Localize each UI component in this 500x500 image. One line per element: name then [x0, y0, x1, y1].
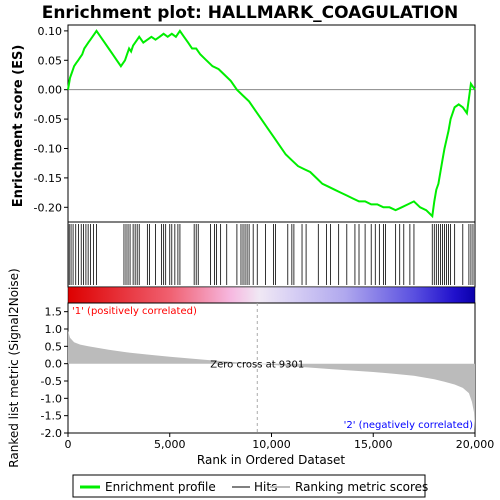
metric-y-axis-label: Ranked list metric (Signal2Noise) — [7, 268, 21, 467]
es-y-tick-label: -0.15 — [34, 172, 62, 185]
hit-marks — [68, 224, 474, 285]
legend-label-enrichment-profile: Enrichment profile — [105, 480, 216, 494]
x-tick-label: 20,000 — [456, 438, 495, 451]
x-tick-label: 15,000 — [354, 438, 393, 451]
chart-title: Enrichment plot: HALLMARK_COAGULATION — [42, 3, 459, 23]
positive-correlation-label: '1' (positively correlated) — [72, 306, 197, 317]
es-y-axis-label: Enrichment score (ES) — [11, 45, 26, 208]
es-y-tick-label: 0.05 — [38, 54, 63, 67]
metric-y-tick-label: 1.0 — [45, 323, 63, 336]
es-y-tick-label: -0.05 — [34, 113, 62, 126]
metric-y-axis: 1.5 1.0 0.5 0.0 -0.5 -1.0 -1.5 -2.0 — [41, 306, 68, 440]
es-panel: 0.10 0.05 0.00 -0.05 -0.10 -0.15 -0.20 — [34, 24, 476, 223]
es-y-tick-label: 0.10 — [38, 25, 63, 38]
x-tick-label: 10,000 — [252, 438, 291, 451]
hits-panel-frame — [67, 221, 476, 288]
es-panel-frame — [67, 24, 476, 223]
rank-color-bar — [67, 286, 476, 304]
metric-y-tick-label: 0.5 — [45, 340, 63, 353]
legend-frame — [72, 474, 426, 498]
es-y-tick-label: -0.10 — [34, 142, 62, 155]
metric-y-tick-label: -0.5 — [41, 375, 62, 388]
enrichment-profile-line — [67, 29, 476, 219]
metric-y-tick-label: -2.0 — [41, 427, 62, 440]
es-y-tick-label: 0.00 — [38, 84, 63, 97]
metric-y-tick-label: 0.0 — [45, 358, 63, 371]
metric-panel: 1.5 1.0 0.5 0.0 -0.5 -1.0 -1.5 -2.0 Zero cross … — [41, 302, 476, 440]
zero-cross-label: Zero cross at 9301 — [210, 360, 304, 371]
metric-y-tick-label: 1.5 — [45, 306, 63, 319]
x-tick-label: 0 — [65, 438, 72, 451]
x-axis-label: Rank in Ordered Dataset — [197, 453, 345, 467]
legend: Enrichment profile Hits Ranking metric s… — [72, 474, 428, 498]
negative-correlation-label: '2' (negatively correlated) — [344, 420, 473, 431]
legend-label-ranking-metric: Ranking metric scores — [295, 480, 428, 494]
hits-panel — [67, 221, 476, 288]
metric-y-tick-label: -1.0 — [41, 392, 62, 405]
x-tick-label: 5,000 — [154, 438, 186, 451]
legend-label-hits: Hits — [254, 480, 277, 494]
metric-y-tick-label: -1.5 — [41, 410, 62, 423]
x-axis: 0 5,000 10,000 15,000 20,000 — [65, 433, 495, 451]
es-y-axis: 0.10 0.05 0.00 -0.05 -0.10 -0.15 -0.20 — [34, 25, 68, 214]
es-y-tick-label: -0.20 — [34, 201, 62, 214]
